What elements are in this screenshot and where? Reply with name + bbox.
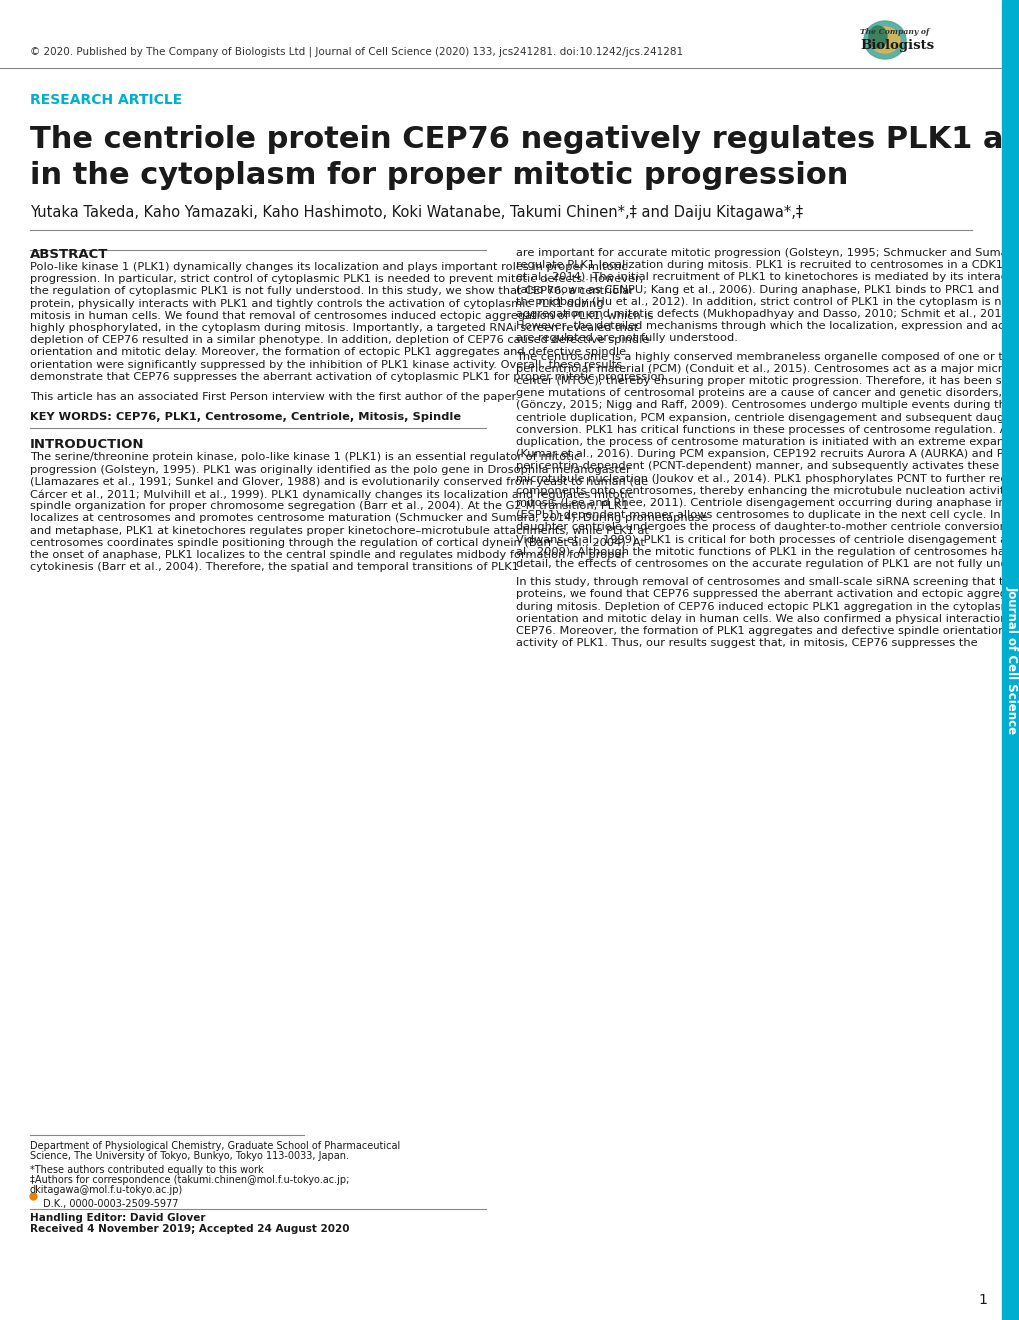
- Text: RESEARCH ARTICLE: RESEARCH ARTICLE: [30, 92, 182, 107]
- Text: conversion. PLK1 has critical functions in these processes of centrosome regulat: conversion. PLK1 has critical functions …: [516, 425, 1019, 434]
- Text: © 2020. Published by The Company of Biologists Ltd | Journal of Cell Science (20: © 2020. Published by The Company of Biol…: [30, 46, 683, 57]
- Text: mitosis in human cells. We found that removal of centrosomes induced ectopic agg: mitosis in human cells. We found that re…: [30, 310, 653, 321]
- Text: The centrosome is a highly conserved membraneless organelle composed of one or t: The centrosome is a highly conserved mem…: [516, 351, 1019, 362]
- Text: pericentrin-dependent (PCNT-dependent) manner, and subsequently activates these : pericentrin-dependent (PCNT-dependent) m…: [516, 462, 1019, 471]
- Text: regulate PLK1 localization during mitosis. PLK1 is recruited to centrosomes in a: regulate PLK1 localization during mitosi…: [516, 260, 1019, 271]
- Text: the regulation of cytoplasmic PLK1 is not fully understood. In this study, we sh: the regulation of cytoplasmic PLK1 is no…: [30, 286, 634, 297]
- Ellipse shape: [863, 21, 905, 59]
- Text: the midbody (Hu et al., 2012). In addition, strict control of PLK1 in the cytopl: the midbody (Hu et al., 2012). In additi…: [516, 297, 1019, 306]
- Text: Polo-like kinase 1 (PLK1) dynamically changes its localization and plays importa: Polo-like kinase 1 (PLK1) dynamically ch…: [30, 261, 627, 272]
- Text: and metaphase, PLK1 at kinetochores regulates proper kinetochore–microtubule att: and metaphase, PLK1 at kinetochores regu…: [30, 525, 648, 536]
- Text: orientation and mitotic delay. Moreover, the formation of ectopic PLK1 aggregate: orientation and mitotic delay. Moreover,…: [30, 347, 626, 358]
- Text: Cárcer et al., 2011; Mulvihill et al., 1999). PLK1 dynamically changes its local: Cárcer et al., 2011; Mulvihill et al., 1…: [30, 488, 633, 499]
- Text: The Company of: The Company of: [860, 28, 928, 36]
- Text: are regulated are not fully understood.: are regulated are not fully understood.: [516, 334, 737, 343]
- Text: orientation were significantly suppressed by the inhibition of PLK1 kinase activ: orientation were significantly suppresse…: [30, 359, 622, 370]
- Text: pericentriolar material (PCM) (Conduit et al., 2015). Centrosomes act as a major: pericentriolar material (PCM) (Conduit e…: [516, 364, 1019, 374]
- Text: highly phosphorylated, in the cytoplasm during mitosis. Importantly, a targeted : highly phosphorylated, in the cytoplasm …: [30, 323, 638, 333]
- Text: centrosomes coordinates spindle positioning through the regulation of cortical d: centrosomes coordinates spindle position…: [30, 537, 644, 548]
- Text: Journal of Cell Science: Journal of Cell Science: [1005, 586, 1018, 734]
- Text: protein, physically interacts with PLK1 and tightly controls the activation of c: protein, physically interacts with PLK1 …: [30, 298, 603, 309]
- Text: proteins, we found that CEP76 suppressed the aberrant activation and ectopic agg: proteins, we found that CEP76 suppressed…: [516, 590, 1019, 599]
- Text: CEP76. Moreover, the formation of PLK1 aggregates and defective spindle orientat: CEP76. Moreover, the formation of PLK1 a…: [516, 626, 1019, 636]
- Text: Biologists: Biologists: [859, 40, 933, 53]
- Text: However, the detailed mechanisms through which the localization, expression and : However, the detailed mechanisms through…: [516, 321, 1019, 331]
- Text: (Gönczy, 2015; Nigg and Raff, 2009). Centrosomes undergo multiple events during : (Gönczy, 2015; Nigg and Raff, 2009). Cen…: [516, 400, 1019, 411]
- Text: 1: 1: [977, 1294, 986, 1307]
- Text: in the cytoplasm for proper mitotic progression: in the cytoplasm for proper mitotic prog…: [30, 161, 848, 190]
- Text: daughter centriole undergoes the process of daughter-to-mother centriole convers: daughter centriole undergoes the process…: [516, 523, 1019, 532]
- Text: detail, the effects of centrosomes on the accurate regulation of PLK1 are not fu: detail, the effects of centrosomes on th…: [516, 558, 1019, 569]
- Text: Vidwans et al., 1999). PLK1 is critical for both processes of centriole disengag: Vidwans et al., 1999). PLK1 is critical …: [516, 535, 1019, 545]
- Text: microtubule nucleation (Joukov et al., 2014). PLK1 phosphorylates PCNT to furthe: microtubule nucleation (Joukov et al., 2…: [516, 474, 1019, 483]
- Text: (ESPL1)-dependent manner allows centrosomes to duplicate in the next cell cycle.: (ESPL1)-dependent manner allows centroso…: [516, 511, 1019, 520]
- Text: KEY WORDS: CEP76, PLK1, Centrosome, Centriole, Mitosis, Spindle: KEY WORDS: CEP76, PLK1, Centrosome, Cent…: [30, 412, 461, 422]
- Text: Handling Editor: David Glover: Handling Editor: David Glover: [30, 1213, 205, 1224]
- Text: Yutaka Takeda, Kaho Yamazaki, Kaho Hashimoto, Koki Watanabe, Takumi Chinen*,‡ an: Yutaka Takeda, Kaho Yamazaki, Kaho Hashi…: [30, 206, 802, 220]
- Text: activity of PLK1. Thus, our results suggest that, in mitosis, CEP76 suppresses t: activity of PLK1. Thus, our results sugg…: [516, 638, 976, 648]
- Text: centriole duplication, PCM expansion, centriole disengagement and subsequent dau: centriole duplication, PCM expansion, ce…: [516, 413, 1019, 422]
- Text: localizes at centrosomes and promotes centrosome maturation (Schmucker and Sumar: localizes at centrosomes and promotes ce…: [30, 513, 707, 524]
- Text: Department of Physiological Chemistry, Graduate School of Pharmaceutical: Department of Physiological Chemistry, G…: [30, 1140, 399, 1151]
- Text: demonstrate that CEP76 suppresses the aberrant activation of cytoplasmic PLK1 fo: demonstrate that CEP76 suppresses the ab…: [30, 372, 667, 381]
- Text: orientation and mitotic delay in human cells. We also confirmed a physical inter: orientation and mitotic delay in human c…: [516, 614, 1019, 624]
- Text: aggregation and mitotic defects (Mukhopadhyay and Dasso, 2010; Schmit et al., 20: aggregation and mitotic defects (Mukhopa…: [516, 309, 1019, 319]
- Text: gene mutations of centrosomal proteins are a cause of cancer and genetic disorde: gene mutations of centrosomal proteins a…: [516, 388, 1019, 399]
- Text: ‡Authors for correspondence (takumi.chinen@mol.f.u-tokyo.ac.jp;: ‡Authors for correspondence (takumi.chin…: [30, 1175, 350, 1185]
- Text: *These authors contributed equally to this work: *These authors contributed equally to th…: [30, 1166, 263, 1175]
- Text: D.K., 0000-0003-2509-5977: D.K., 0000-0003-2509-5977: [40, 1199, 178, 1209]
- Text: INTRODUCTION: INTRODUCTION: [30, 438, 145, 451]
- Text: (Llamazares et al., 1991; Sunkel and Glover, 1988) and is evolutionarily conserv: (Llamazares et al., 1991; Sunkel and Glo…: [30, 477, 647, 487]
- Text: Science, The University of Tokyo, Bunkyo, Tokyo 113-0033, Japan.: Science, The University of Tokyo, Bunkyo…: [30, 1151, 348, 1162]
- Text: during mitosis. Depletion of CEP76 induced ectopic PLK1 aggregation in the cytop: during mitosis. Depletion of CEP76 induc…: [516, 602, 1019, 611]
- Ellipse shape: [869, 26, 899, 53]
- Text: progression. In particular, strict control of cytoplasmic PLK1 is needed to prev: progression. In particular, strict contr…: [30, 275, 643, 284]
- Text: are important for accurate mitotic progression (Golsteyn, 1995; Schmucker and Su: are important for accurate mitotic progr…: [516, 248, 1019, 257]
- Ellipse shape: [868, 26, 887, 48]
- Text: progression (Golsteyn, 1995). PLK1 was originally identified as the polo gene in: progression (Golsteyn, 1995). PLK1 was o…: [30, 465, 630, 475]
- Text: depletion of CEP76 resulted in a similar phenotype. In addition, depletion of CE: depletion of CEP76 resulted in a similar…: [30, 335, 649, 346]
- Text: ABSTRACT: ABSTRACT: [30, 248, 108, 261]
- Text: components onto centrosomes, thereby enhancing the microtubule nucleation activi: components onto centrosomes, thereby enh…: [516, 486, 1019, 496]
- Text: In this study, through removal of centrosomes and small-scale siRNA screening th: In this study, through removal of centro…: [516, 577, 1019, 587]
- Text: et al., 2014). The initial recruitment of PLK1 to kinetochores is mediated by it: et al., 2014). The initial recruitment o…: [516, 272, 1019, 282]
- Text: spindle organization for proper chromosome segregation (Barr et al., 2004). At t: spindle organization for proper chromoso…: [30, 502, 628, 511]
- Text: center (MTOC), thereby ensuring proper mitotic progression. Therefore, it has be: center (MTOC), thereby ensuring proper m…: [516, 376, 1019, 385]
- Text: the onset of anaphase, PLK1 localizes to the central spindle and regulates midbo: the onset of anaphase, PLK1 localizes to…: [30, 550, 626, 560]
- Text: cytokinesis (Barr et al., 2004). Therefore, the spatial and temporal transitions: cytokinesis (Barr et al., 2004). Therefo…: [30, 562, 519, 572]
- Text: The centriole protein CEP76 negatively regulates PLK1 activity: The centriole protein CEP76 negatively r…: [30, 125, 1019, 154]
- Text: dkitagawa@mol.f.u-tokyo.ac.jp): dkitagawa@mol.f.u-tokyo.ac.jp): [30, 1185, 183, 1195]
- Text: This article has an associated First Person interview with the first author of t: This article has an associated First Per…: [30, 392, 519, 403]
- Text: The serine/threonine protein kinase, polo-like kinase 1 (PLK1) is an essential r: The serine/threonine protein kinase, pol…: [30, 453, 580, 462]
- Text: duplication, the process of centrosome maturation is initiated with an extreme e: duplication, the process of centrosome m…: [516, 437, 1019, 447]
- Text: Received 4 November 2019; Accepted 24 August 2020: Received 4 November 2019; Accepted 24 Au…: [30, 1224, 350, 1234]
- Text: (Kumar et al., 2016). During PCM expansion, CEP192 recruits Aurora A (AURKA) and: (Kumar et al., 2016). During PCM expansi…: [516, 449, 1019, 459]
- Text: mitosis (Lee and Rhee, 2011). Centriole disengagement occurring during anaphase : mitosis (Lee and Rhee, 2011). Centriole …: [516, 498, 1019, 508]
- Text: al., 2009). Although the mitotic functions of PLK1 in the regulation of centroso: al., 2009). Although the mitotic functio…: [516, 546, 1019, 557]
- Bar: [1001, 0, 1019, 1320]
- Text: (also known as CENPU; Kang et al., 2006). During anaphase, PLK1 binds to PRC1 an: (also known as CENPU; Kang et al., 2006)…: [516, 285, 1019, 294]
